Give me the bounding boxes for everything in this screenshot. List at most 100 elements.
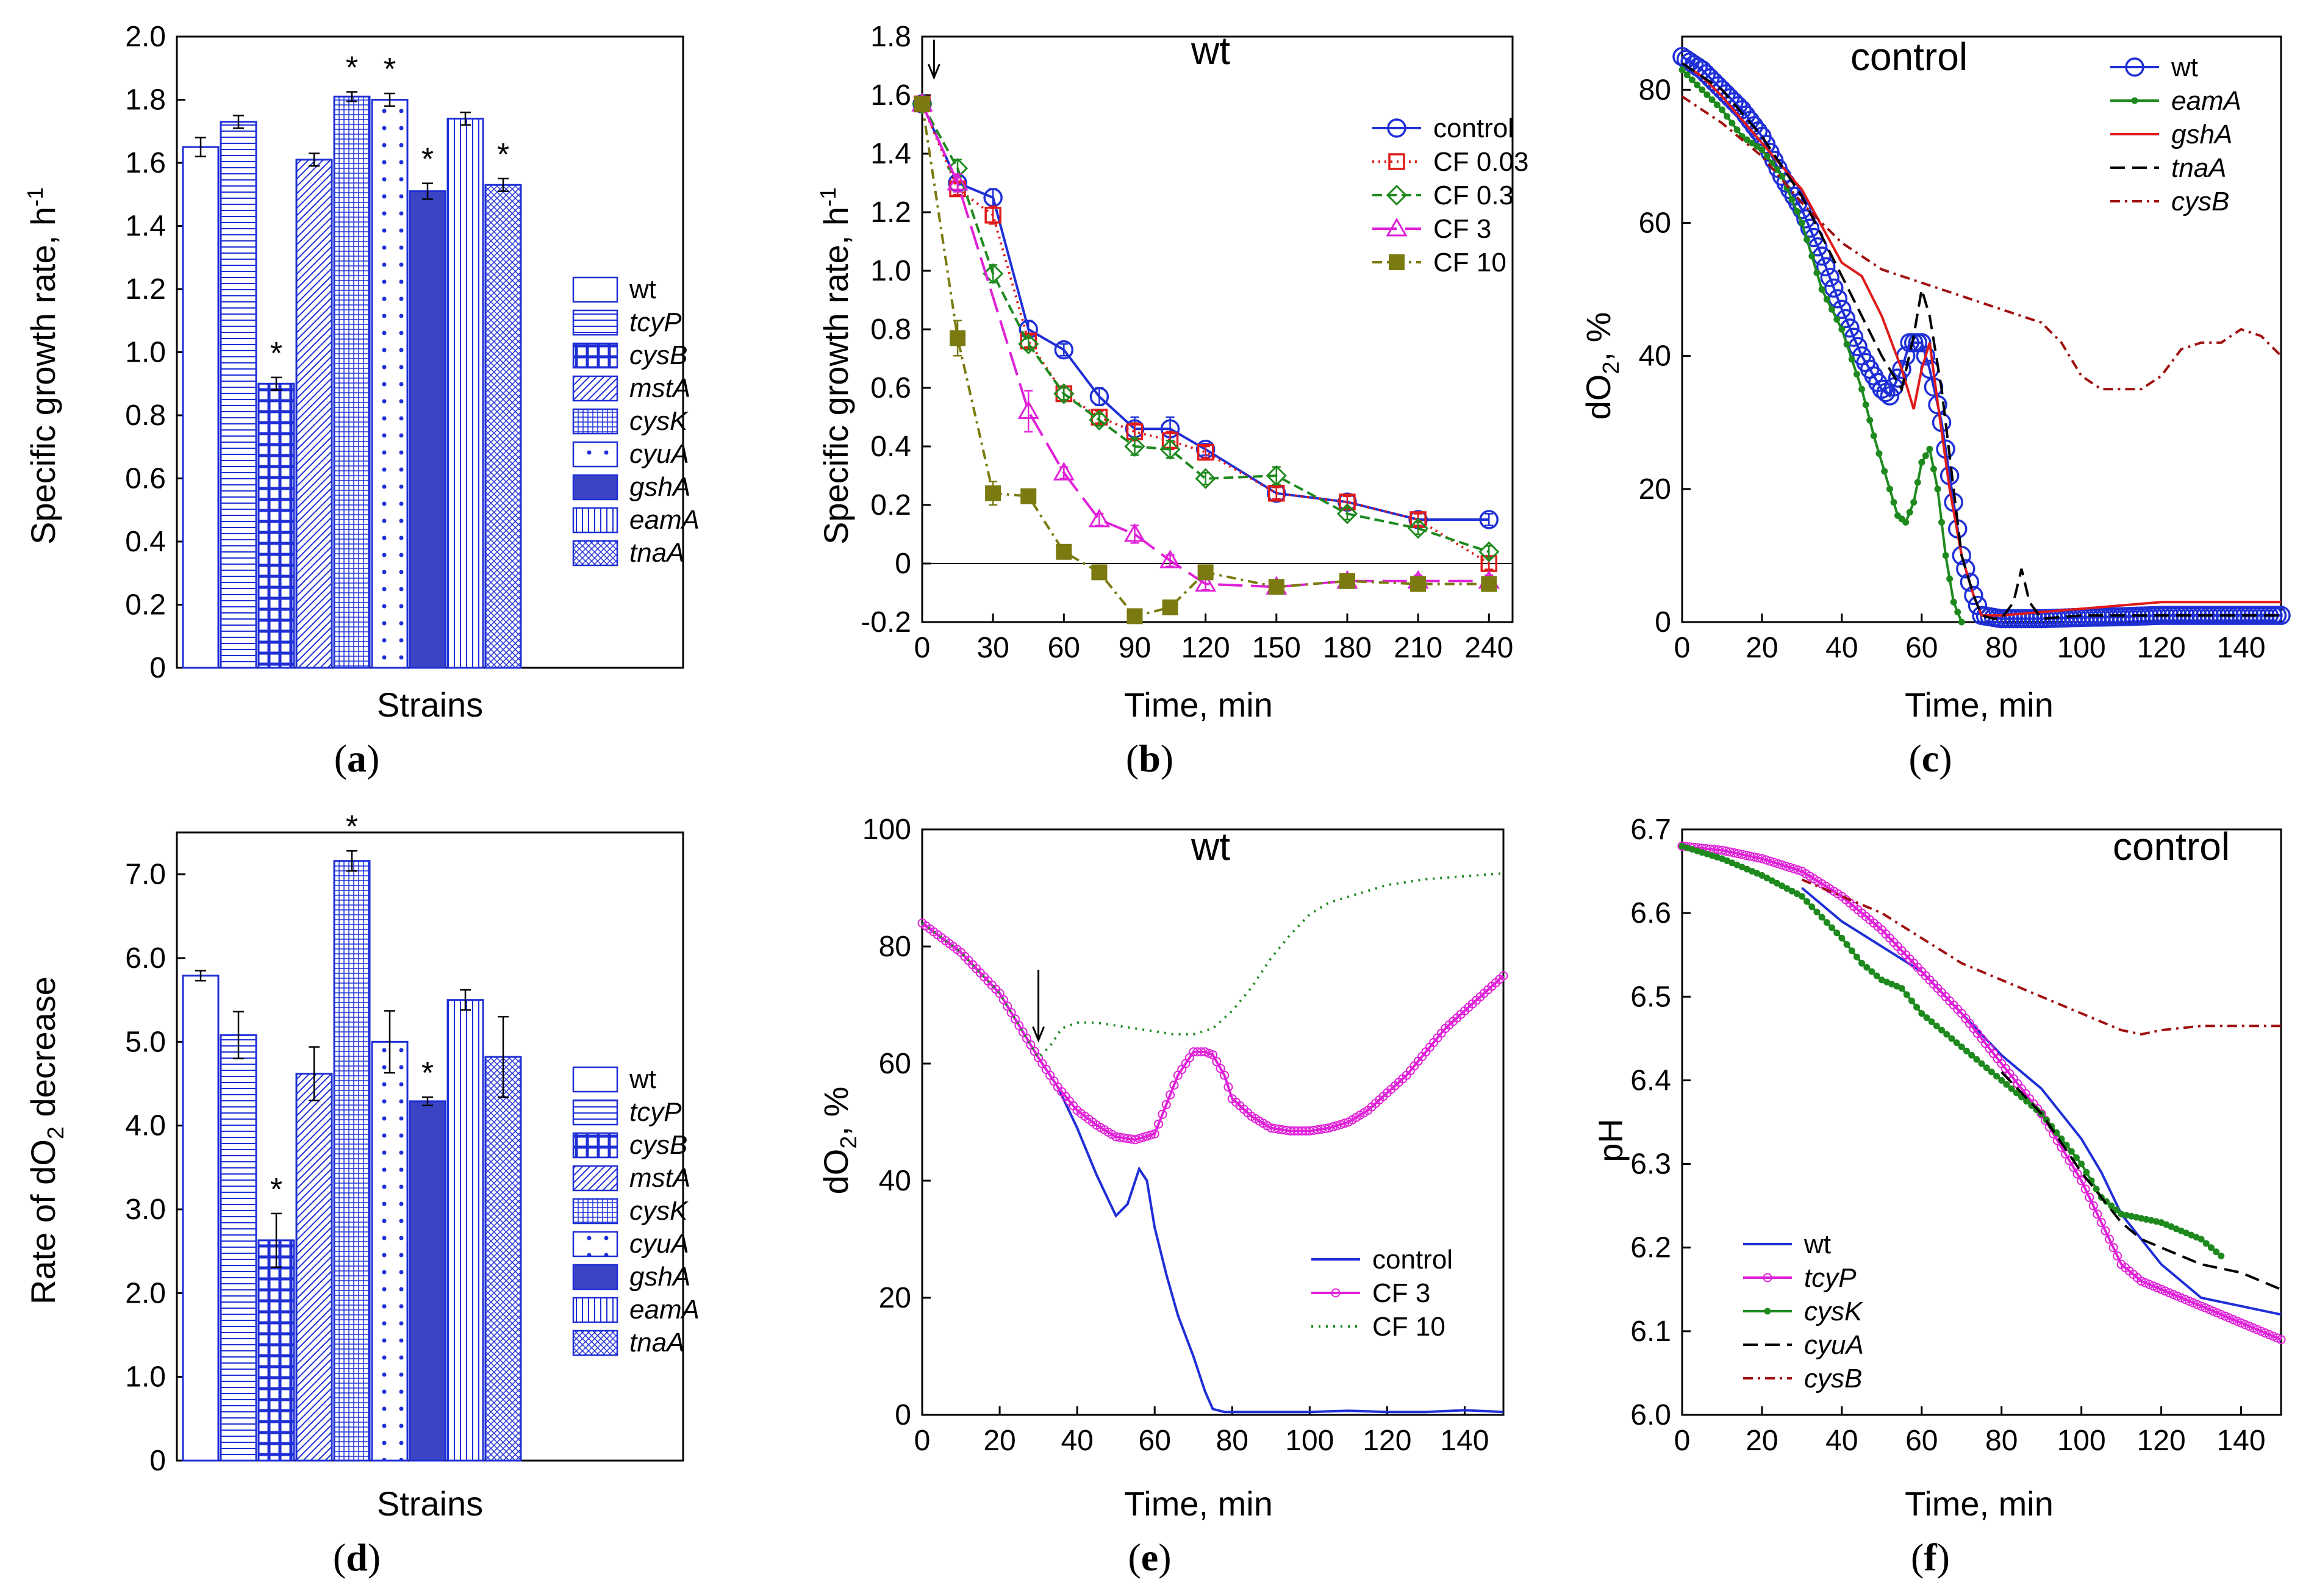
legend-swatch: [572, 1132, 618, 1159]
data-point: [1914, 479, 1921, 486]
panel-e-xlabel: Time, min: [1124, 1484, 1273, 1523]
x-tick-label: 140: [2216, 1425, 2265, 1457]
data-point: [1124, 435, 1145, 457]
y-tick-label: 1.0: [125, 1361, 166, 1394]
data-point: [2128, 1212, 2135, 1220]
data-point: [2176, 1293, 2186, 1303]
data-point: [1853, 953, 1860, 961]
legend-label: CF 10: [1433, 248, 1506, 277]
y-tick-label: 1.2: [125, 273, 166, 306]
data-point: [1930, 465, 1937, 473]
data-point: [1169, 1080, 1179, 1090]
x-tick-label: 60: [1905, 1425, 1938, 1457]
error-bar: [195, 137, 206, 157]
data-point: [1818, 914, 1825, 921]
data-point: [2152, 1218, 2160, 1225]
y-tick-label: 4.0: [125, 1110, 166, 1142]
error-bar: [233, 1011, 244, 1060]
error-bar: [384, 1010, 395, 1074]
data-point: [1708, 96, 1716, 104]
data-point: [1761, 855, 1771, 865]
data-point: [1838, 326, 1846, 333]
data-point: [2228, 1315, 2238, 1325]
data-point: [1386, 217, 1408, 237]
panel-d-ylabel: Rate of dO2 decrease: [24, 976, 69, 1304]
y-tick-label: 0.6: [870, 372, 911, 404]
data-point: [2224, 1313, 2234, 1323]
legend-label: CF 0.03: [1433, 147, 1529, 177]
legend-label: wt: [1803, 1229, 1831, 1259]
data-point: [1758, 871, 1766, 879]
data-point: [1773, 166, 1780, 173]
data-point: [2160, 1286, 2170, 1296]
data-point: [1159, 438, 1181, 460]
data-point: [1758, 146, 1766, 153]
x-tick-label: 80: [1985, 632, 2018, 664]
data-point: [2180, 1295, 2190, 1304]
data-point: [1386, 184, 1408, 206]
data-point: [1030, 1047, 1039, 1056]
data-point: [1022, 1034, 1032, 1043]
treatment-arrow: [1032, 970, 1045, 1043]
data-point: [1268, 579, 1284, 595]
data-point: [2149, 1281, 2158, 1291]
bar-cysK: [333, 95, 371, 669]
data-point: [2113, 1251, 2122, 1261]
data-point: [2237, 1318, 2246, 1328]
legend-label: tcyP: [629, 1097, 682, 1127]
data-point: [1006, 1007, 1016, 1017]
data-point: [1788, 887, 1796, 895]
legend-label: eamA: [629, 505, 700, 535]
legend-label: CF 3: [1372, 1278, 1430, 1308]
data-point: [1479, 510, 1499, 529]
data-point: [1010, 1014, 1020, 1024]
data-point: [2053, 1129, 2060, 1136]
data-point: [1789, 864, 1799, 873]
error-bar: [384, 92, 395, 107]
data-point: [2216, 1309, 2226, 1319]
legend-label: tnaA: [629, 538, 685, 568]
panel-label-c: (c): [1908, 737, 1952, 780]
data-point: [2220, 1311, 2230, 1321]
data-point: [1793, 207, 1800, 215]
data-point: [2077, 1176, 2086, 1186]
data-point: [1798, 893, 1805, 900]
data-point: [1880, 386, 1900, 406]
data-point: [1958, 618, 1965, 626]
series-line: [1801, 887, 2282, 1316]
data-point: [1778, 173, 1786, 180]
y-tick-label: 100: [862, 814, 911, 846]
data-point: [1703, 91, 1711, 98]
data-point: [1800, 218, 1820, 238]
x-tick-label: 240: [1464, 632, 1513, 664]
data-point: [1918, 1010, 1925, 1017]
data-point: [1718, 106, 1725, 113]
data-point: [1091, 564, 1108, 581]
data-point: [1998, 1076, 2005, 1084]
data-point: [1913, 1003, 1921, 1011]
y-tick-label: 1.4: [125, 210, 166, 243]
data-point: [1820, 268, 1839, 287]
panel-a-growth-rate-bars: 0 0.2 0.4 0.6 0.8 1.0 1.2 1.4 1.6 1.8 2.0 * * * * * wttc…: [125, 21, 700, 684]
data-point: [1973, 1056, 1980, 1063]
data-point: [1892, 359, 1911, 379]
data-point: [2268, 1331, 2278, 1341]
y-tick-label: 0: [149, 652, 166, 684]
data-point: [1963, 1047, 1970, 1054]
data-point: [1336, 503, 1358, 524]
x-tick-label: 140: [1440, 1425, 1489, 1457]
y-tick-label: 6.0: [125, 942, 166, 975]
legend-b: control CF 0.03 CF 0.3 CF 3 CF 10: [1372, 113, 1529, 277]
bar-cysK: [333, 860, 371, 1462]
error-bar: [989, 206, 998, 225]
significance-star: *: [270, 336, 282, 371]
error-bar: [346, 91, 357, 102]
data-point: [1968, 1051, 1975, 1059]
x-tick-label: 120: [2137, 632, 2186, 664]
data-point: [1769, 857, 1779, 867]
error-bar: [346, 850, 357, 872]
data-point: [950, 330, 966, 346]
data-point: [2264, 1329, 2274, 1339]
panel-e-ylabel: dO2, %: [817, 1087, 862, 1195]
legend-swatch: [572, 375, 618, 402]
